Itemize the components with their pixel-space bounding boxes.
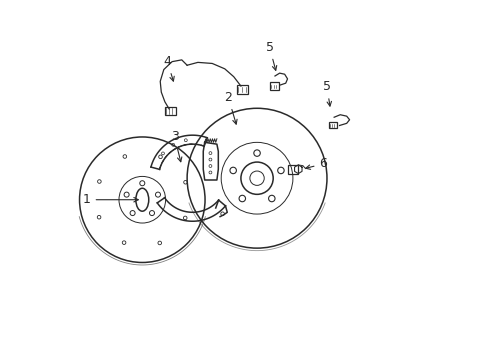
Text: 5: 5 — [322, 80, 331, 106]
Text: 4: 4 — [163, 55, 174, 81]
Text: 2: 2 — [224, 91, 237, 124]
Text: 3: 3 — [170, 130, 182, 162]
Text: 1: 1 — [82, 193, 138, 206]
Text: 5: 5 — [265, 41, 276, 70]
Text: 6: 6 — [305, 157, 326, 170]
